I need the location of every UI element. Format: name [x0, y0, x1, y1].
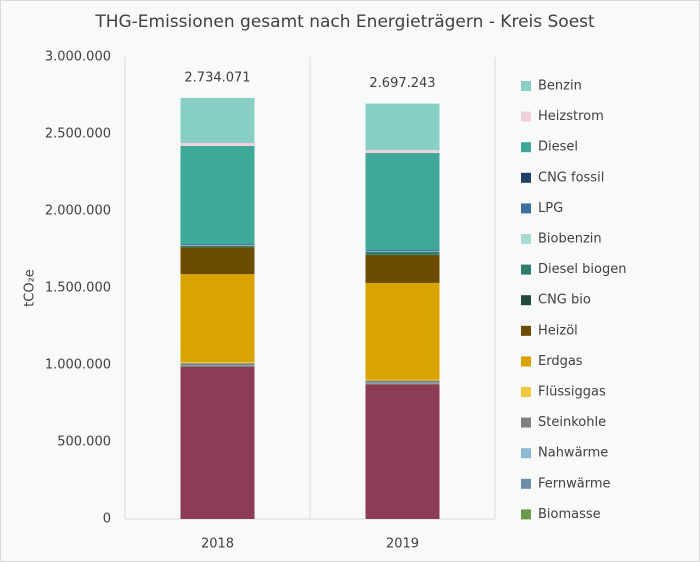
- legend-swatch: [521, 509, 531, 520]
- legend-swatch: [521, 264, 531, 275]
- legend-label: Diesel: [538, 140, 578, 155]
- bar-segment: [365, 152, 440, 250]
- legend-swatch: [521, 172, 531, 183]
- bar-segment: [180, 274, 255, 363]
- y-tick-label: 500.000: [57, 435, 111, 450]
- bar-segment: [365, 379, 440, 381]
- legend-swatch: [521, 356, 531, 367]
- bar-segment: [180, 142, 255, 147]
- bar-segment: [365, 282, 440, 380]
- legend-label: Erdgas: [538, 354, 583, 369]
- total-label: 2.734.071: [184, 70, 250, 85]
- legend-swatch: [521, 203, 531, 214]
- bar-segment: [180, 365, 255, 367]
- total-label: 2.697.243: [369, 76, 435, 91]
- legend-swatch: [521, 478, 531, 489]
- bar-segment: [365, 383, 440, 384]
- chart-title: THG-Emissionen gesamt nach Energieträger…: [94, 12, 595, 32]
- legend-swatch: [521, 234, 531, 244]
- legend-label: Nahwärme: [538, 446, 608, 461]
- legend-label: Steinkohle: [538, 415, 606, 430]
- x-tick-label: 2018: [201, 537, 234, 552]
- bar-segment: [180, 244, 255, 246]
- bar-segment: [365, 150, 440, 153]
- bar-segment: [365, 103, 440, 151]
- bar-segment: [365, 380, 440, 383]
- bar-segment: [180, 245, 255, 248]
- legend-label: Heizöl: [538, 323, 578, 338]
- legend-label: Fernwärme: [538, 476, 611, 491]
- x-tick-label: 2019: [386, 537, 419, 552]
- bar-segment: [180, 247, 255, 275]
- bar-segment: [365, 251, 440, 255]
- y-tick-label: 2.000.000: [45, 204, 111, 219]
- legend-swatch: [521, 448, 531, 459]
- legend-label: CNG bio: [538, 293, 591, 308]
- y-tick-label: 0: [103, 512, 111, 527]
- bar-segment: [365, 384, 440, 519]
- y-tick-label: 3.000.000: [45, 50, 111, 65]
- legend-label: Heizstrom: [538, 109, 604, 124]
- bar-segment: [180, 363, 255, 365]
- legend-swatch: [521, 417, 531, 428]
- legend-swatch: [521, 295, 531, 306]
- legend-label: Biobenzin: [538, 232, 602, 247]
- bar-segment: [180, 362, 255, 364]
- legend-label: Benzin: [538, 79, 582, 94]
- y-tick-label: 2.500.000: [45, 127, 111, 142]
- y-axis-label: tCO₂e: [23, 269, 38, 307]
- legend-label: CNG fossil: [538, 170, 604, 185]
- bar-segment: [365, 250, 440, 252]
- bar-segment: [180, 97, 255, 143]
- bar-segment: [180, 366, 255, 519]
- legend-label: Biomasse: [538, 507, 601, 522]
- legend-swatch: [521, 111, 531, 122]
- bar-segment: [180, 146, 255, 245]
- legend-label: Flüssiggas: [538, 385, 606, 400]
- legend-label: Diesel biogen: [538, 262, 626, 277]
- legend-swatch: [521, 325, 531, 336]
- legend-swatch: [521, 81, 531, 91]
- legend-label: LPG: [538, 201, 563, 216]
- bar-segment: [365, 255, 440, 283]
- legend-swatch: [521, 387, 531, 397]
- y-tick-label: 1.000.000: [45, 358, 111, 373]
- y-tick-label: 1.500.000: [45, 281, 111, 296]
- legend-swatch: [521, 142, 531, 153]
